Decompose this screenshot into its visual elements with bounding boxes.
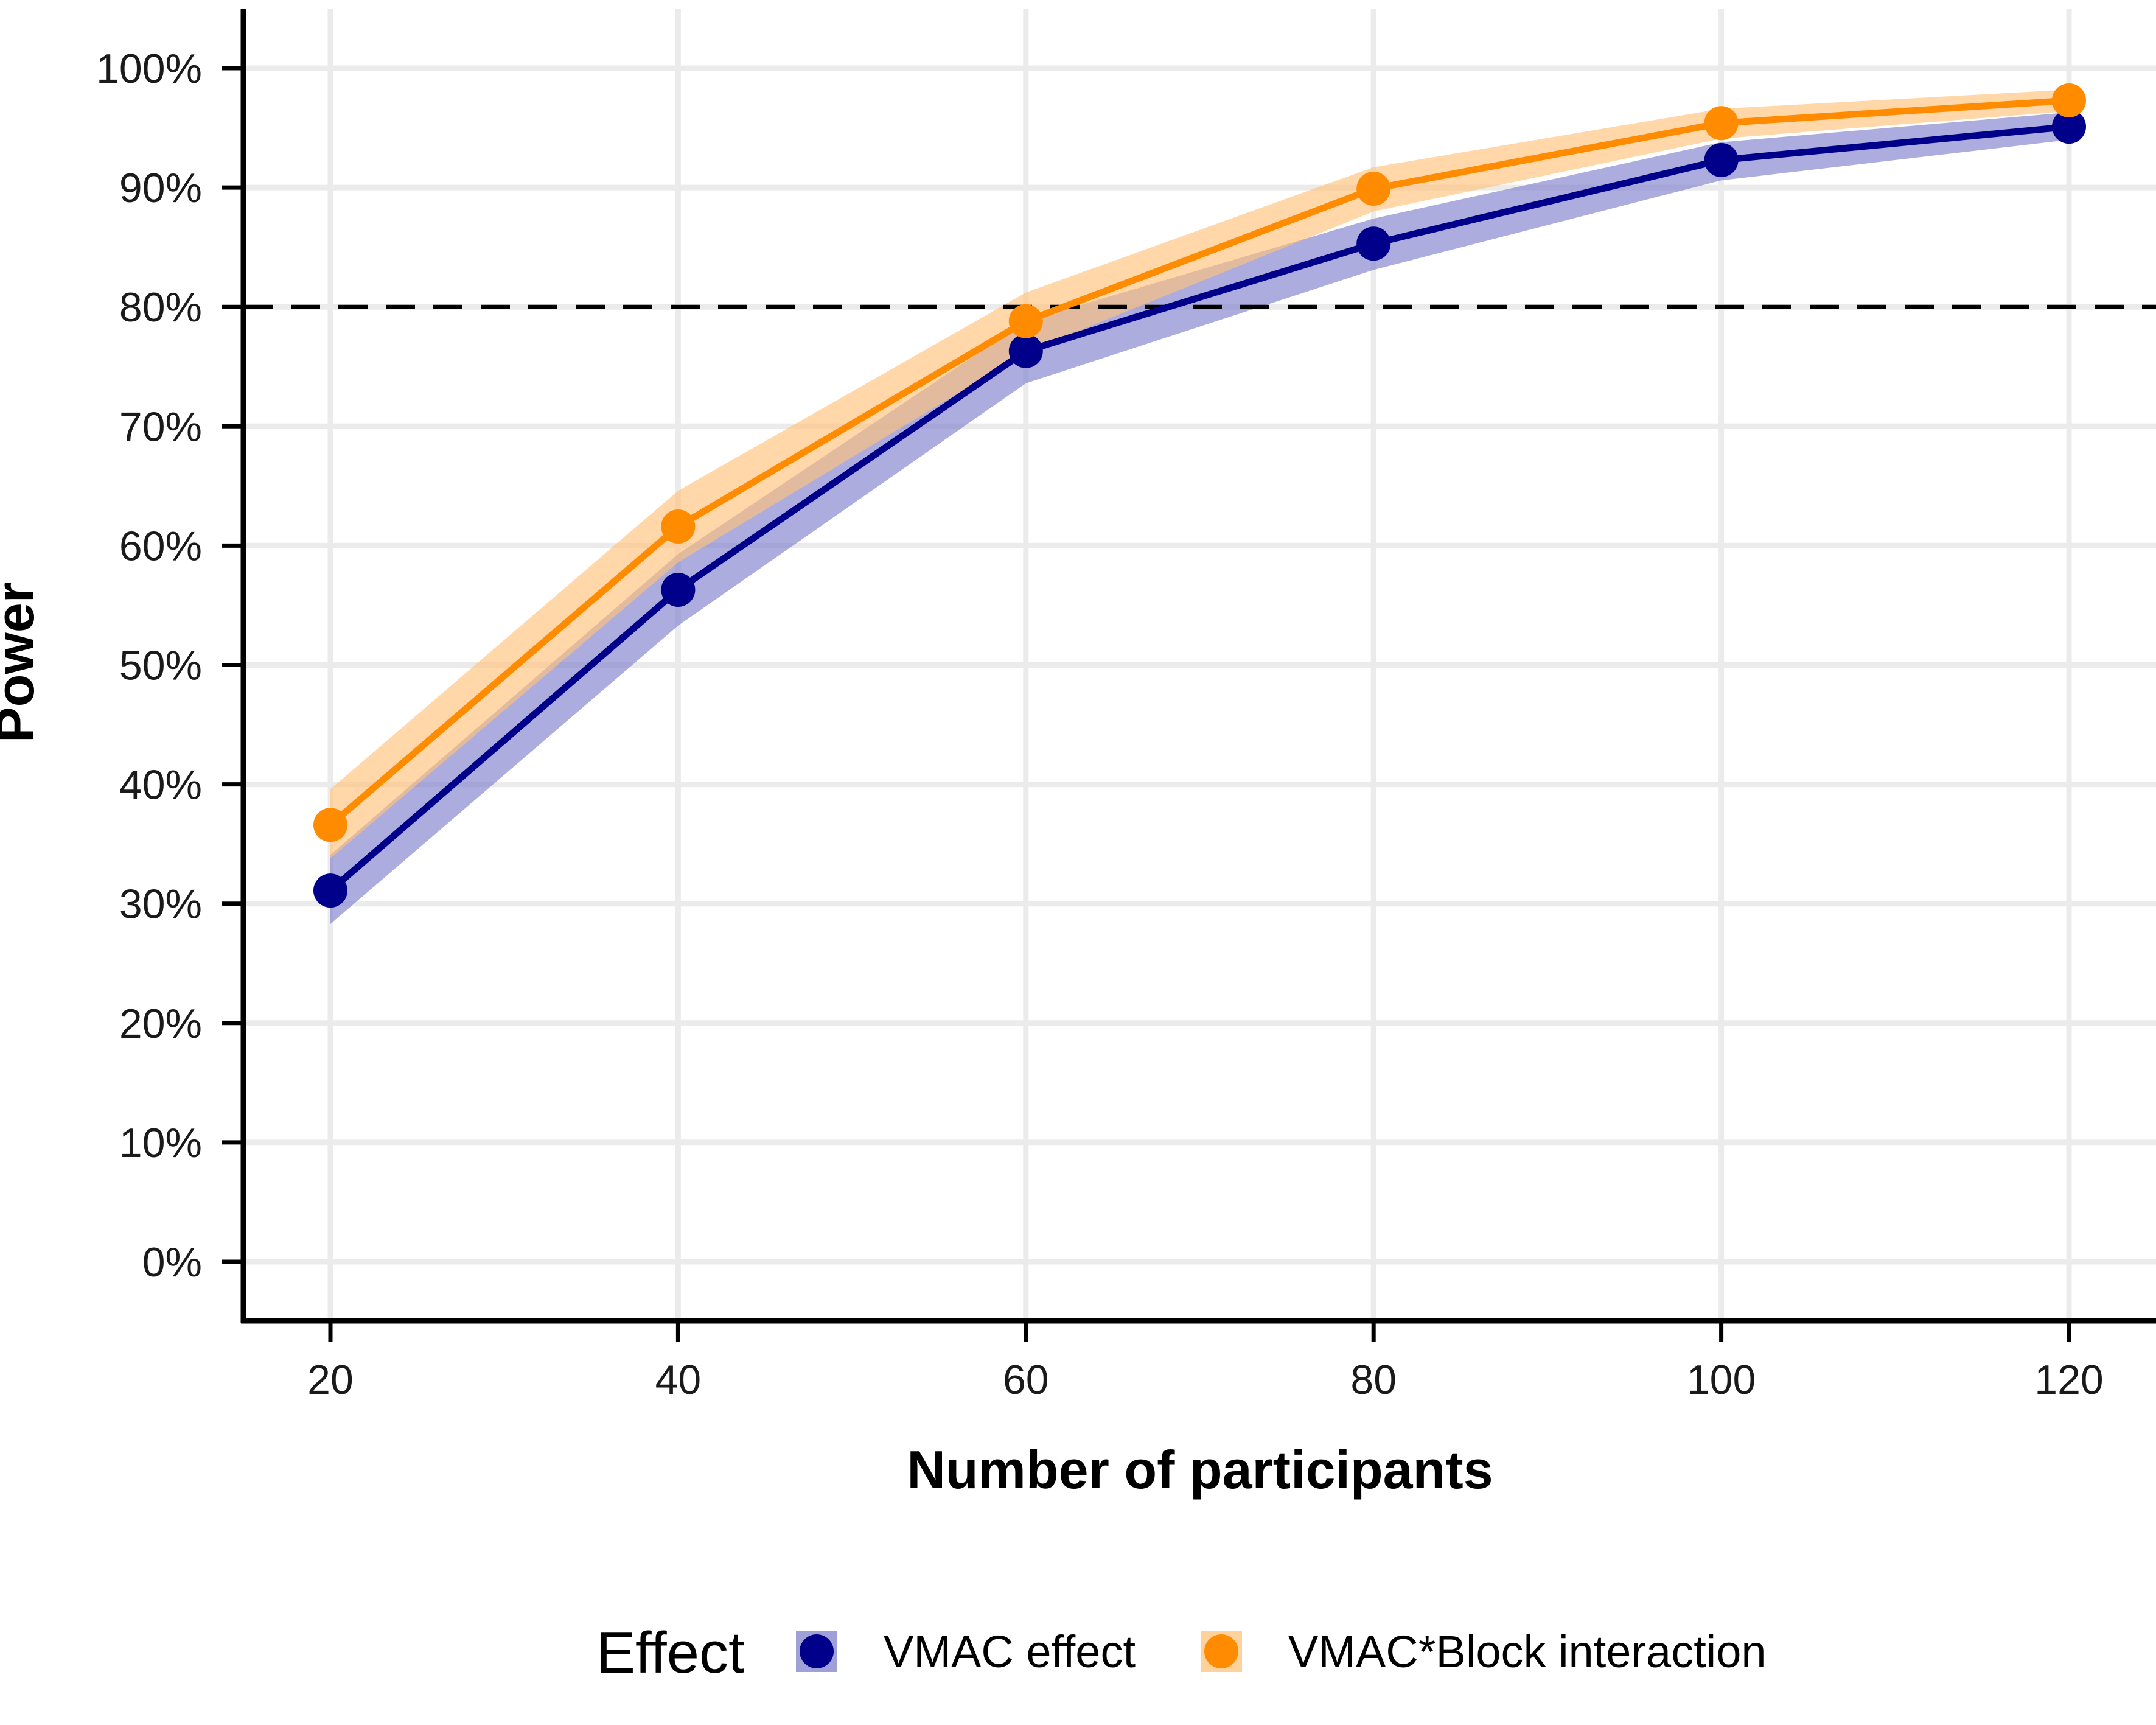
legend-label-1: VMAC*Block interaction bbox=[1288, 1626, 1767, 1677]
data-point-1-5 bbox=[2052, 83, 2086, 117]
legend-items: VMAC effect VMAC*Block interaction bbox=[796, 1626, 1767, 1677]
y-tick-label-10: 100% bbox=[96, 46, 202, 92]
legend-key-point-0 bbox=[800, 1634, 834, 1668]
confidence-bands bbox=[330, 89, 2069, 925]
legend-key-point-1 bbox=[1204, 1634, 1238, 1668]
data-point-1-0 bbox=[313, 808, 347, 842]
y-tick-label-8: 80% bbox=[119, 284, 202, 331]
data-point-0-2 bbox=[1008, 334, 1043, 368]
data-point-0-5 bbox=[2052, 110, 2086, 144]
x-tick-label-5: 120 bbox=[2034, 1357, 2103, 1403]
y-tick-label-6: 60% bbox=[119, 523, 202, 569]
legend: Effect VMAC effect VMAC*Block interaction bbox=[596, 1620, 1767, 1685]
y-axis-title: Power bbox=[0, 582, 45, 743]
x-tick-label-3: 80 bbox=[1350, 1357, 1397, 1403]
y-tick-label-3: 30% bbox=[119, 881, 202, 928]
y-tick-label-7: 70% bbox=[119, 404, 202, 450]
series-lines bbox=[328, 97, 2070, 894]
data-point-1-3 bbox=[1356, 172, 1391, 206]
grid-lines bbox=[243, 9, 2156, 1321]
confidence-band-1 bbox=[330, 89, 2069, 859]
x-tick-label-2: 60 bbox=[1003, 1357, 1049, 1403]
data-point-1-1 bbox=[661, 509, 696, 544]
data-point-1-4 bbox=[1704, 106, 1739, 141]
legend-title: Effect bbox=[596, 1620, 745, 1685]
data-point-0-4 bbox=[1704, 142, 1739, 177]
x-axis-title: Number of participants bbox=[907, 1440, 1493, 1500]
y-tick-label-4: 40% bbox=[119, 762, 202, 808]
axes bbox=[222, 9, 2156, 1342]
y-tick-label-2: 20% bbox=[119, 1001, 202, 1047]
y-tick-label-5: 50% bbox=[119, 643, 202, 689]
y-tick-label-9: 90% bbox=[119, 165, 202, 211]
x-tick-label-4: 100 bbox=[1687, 1357, 1756, 1403]
y-tick-label-0: 0% bbox=[142, 1239, 202, 1286]
legend-label-0: VMAC effect bbox=[884, 1626, 1136, 1677]
x-tick-label-0: 20 bbox=[307, 1357, 354, 1403]
data-point-0-3 bbox=[1356, 226, 1391, 261]
x-tick-label-1: 40 bbox=[655, 1357, 702, 1403]
data-point-1-2 bbox=[1008, 304, 1043, 338]
series-points bbox=[313, 83, 2086, 908]
data-point-0-0 bbox=[313, 873, 347, 908]
data-point-0-1 bbox=[661, 572, 696, 607]
series-line-1 bbox=[328, 97, 2070, 828]
series-line-0 bbox=[328, 123, 2070, 894]
y-tick-label-1: 10% bbox=[119, 1120, 202, 1166]
tick-labels: 0% 10% 20% 30% 40% 50% 60% 70% 80% 90% 100% 20 40 60 8… bbox=[96, 46, 2104, 1403]
